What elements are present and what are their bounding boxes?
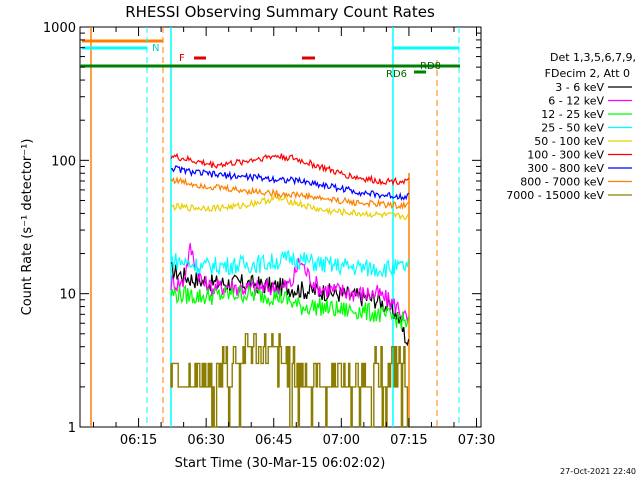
y-tick-label: 1 xyxy=(68,421,76,436)
series-line-100to300keV xyxy=(170,152,410,187)
x-tick-label: 06:15 xyxy=(120,433,157,448)
series-line-50to100keV xyxy=(170,195,410,221)
legend-label: 800 - 7000 keV xyxy=(520,176,604,189)
annotation-f: F xyxy=(179,53,185,64)
series-line-6to12keV xyxy=(170,242,410,323)
x-tick-label: 06:30 xyxy=(187,433,224,448)
annotation-rd8: RD8 xyxy=(420,61,441,72)
legend-label: 3 - 6 keV xyxy=(555,81,604,94)
legend-label: 100 - 300 keV xyxy=(527,149,604,162)
legend-label: 50 - 100 keV xyxy=(534,135,604,148)
y-tick-label: 100 xyxy=(51,154,76,169)
x-tick-label: 06:45 xyxy=(255,433,292,448)
series-line-800to7000keV xyxy=(170,175,410,210)
y-tick-label: 10 xyxy=(59,288,76,303)
legend-label: 6 - 12 keV xyxy=(548,95,604,108)
footer-timestamp: 27-Oct-2021 22:40 xyxy=(560,467,636,476)
legend: Det 1,3,5,6,7,9, FDecim 2, Att 03 - 6 keV… xyxy=(506,51,636,202)
series-line-12to25keV xyxy=(170,284,410,329)
plot-frame xyxy=(79,26,482,428)
x-tick-label: 07:30 xyxy=(458,433,495,448)
legend-header-1: Det 1,3,5,6,7,9, xyxy=(550,51,636,64)
annotation-n: N xyxy=(152,43,159,54)
legend-label: 12 - 25 keV xyxy=(541,108,604,121)
legend-header-2: FDecim 2, Att 0 xyxy=(545,67,630,80)
x-axis-title: Start Time (30-Mar-15 06:02:02) xyxy=(175,456,386,471)
y-tick-label: 1000 xyxy=(43,21,76,36)
series-line-300to800keV xyxy=(170,165,410,201)
x-tick-label: 07:15 xyxy=(390,433,427,448)
series-group xyxy=(170,152,410,428)
series-line-3to6keV xyxy=(171,262,410,347)
x-tick-label: 07:00 xyxy=(323,433,360,448)
annotation-rd6: RD6 xyxy=(386,69,407,80)
legend-label: 25 - 50 keV xyxy=(541,122,604,135)
legend-label: 7000 - 15000 keV xyxy=(506,189,604,202)
chart-title: RHESSI Observing Summary Count Rates xyxy=(125,3,435,21)
y-axis-title: Count Rate (s⁻¹ detector⁻¹) xyxy=(20,139,35,316)
legend-label: 300 - 800 keV xyxy=(527,162,604,175)
axes-group: 1 10 100 1000 06:15 06:30 06:45 07:00 07:15 07:30 xyxy=(43,21,495,448)
status-indicators: F RD6 RD8 N xyxy=(80,27,460,427)
series-line-25to50keV xyxy=(170,249,410,278)
series-line-7000to15000keV xyxy=(170,333,409,428)
